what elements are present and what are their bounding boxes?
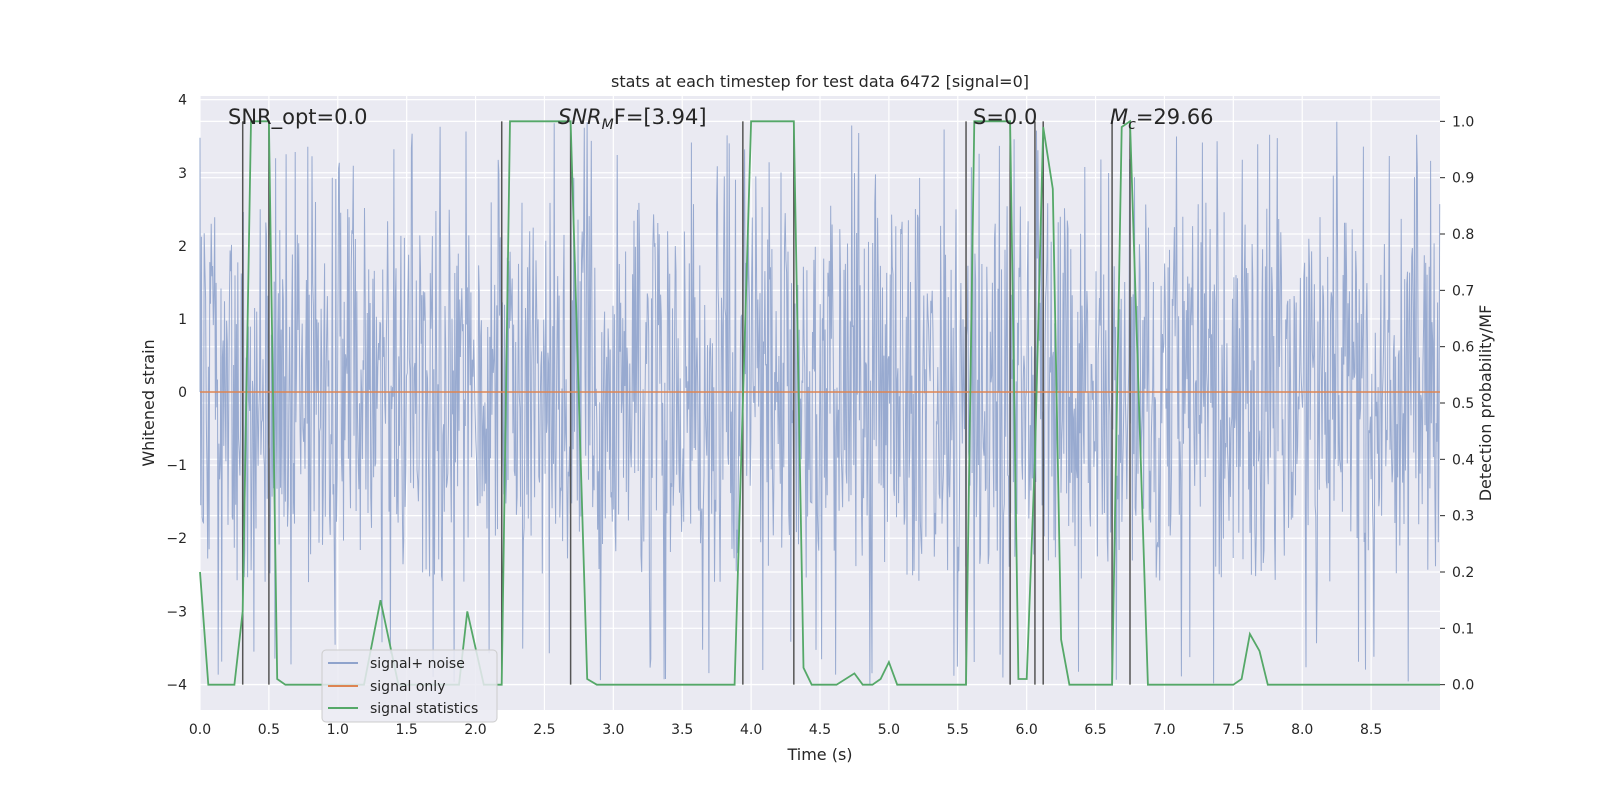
y-axis-left-label: Whitened strain	[139, 339, 158, 466]
legend-label-signal-statistics: signal statistics	[370, 701, 478, 717]
y-right-tick-label-5: 0.5	[1452, 396, 1474, 412]
x-tick-label-3: 1.5	[396, 722, 418, 738]
y-right-tick-label-6: 0.4	[1452, 452, 1474, 468]
y-right-tick-label-10: 0.0	[1452, 678, 1474, 694]
y-left-tick-label-6: −2	[166, 531, 187, 547]
annotation-snr-mf-value: F=[3.94]	[614, 105, 707, 129]
x-tick-label-1: 0.5	[258, 722, 280, 738]
y-axis-right-label: Detection probability/MF	[1476, 305, 1495, 502]
x-tick-label-7: 3.5	[671, 722, 693, 738]
y-left-tick-label-2: 2	[178, 239, 187, 255]
y-right-tick-label-7: 0.3	[1452, 509, 1474, 525]
x-tick-label-10: 5.0	[878, 722, 900, 738]
x-axis-label: Time (s)	[786, 745, 852, 764]
x-tick-label-5: 2.5	[533, 722, 555, 738]
x-tick-label-6: 3.0	[602, 722, 624, 738]
annotation-mc: Mc=29.66	[1110, 105, 1214, 133]
y-right-tick-label-3: 0.7	[1452, 283, 1474, 299]
annotation-s: S=0.0	[973, 105, 1037, 129]
annotation-mc-value: =29.66	[1136, 105, 1214, 129]
legend: signal+ noise signal only signal statist…	[321, 649, 498, 723]
y-axis-left-ticks: 4 3 2 1 0 −1 −2 −3 −4	[166, 93, 187, 694]
x-tick-label-15: 7.5	[1222, 722, 1244, 738]
x-tick-label-16: 8.0	[1291, 722, 1313, 738]
y-left-tick-label-5: −1	[166, 458, 187, 474]
annotation-snr-mf-base: SNR	[558, 105, 602, 129]
x-tick-label-11: 5.5	[947, 722, 969, 738]
y-right-tick-label-0: 1.0	[1452, 114, 1474, 130]
y-left-tick-label-3: 1	[178, 312, 187, 328]
y-left-tick-label-0: 4	[178, 93, 187, 109]
y-right-tick-label-1: 0.9	[1452, 171, 1474, 187]
series-signal-noise	[199, 121, 1441, 685]
annotation-snr-opt: SNR_opt=0.0	[228, 105, 368, 130]
x-tick-label-2: 1.0	[327, 722, 349, 738]
legend-box	[321, 649, 498, 723]
annotation-mc-base: M	[1110, 105, 1128, 129]
x-tick-label-12: 6.0	[1016, 722, 1038, 738]
x-axis-ticks: 0.0 0.5 1.0 1.5 2.0 2.5 3.0 3.5 4.0 4.5 5.0 5.5 6.0 6…	[189, 722, 1382, 738]
x-tick-label-8: 4.0	[740, 722, 762, 738]
y-right-tick-label-2: 0.8	[1452, 227, 1474, 243]
y-axis-right-ticks: 1.0 0.9 0.8 0.7 0.6 0.5 0.4 0.3 0.2 0.1 0.0	[1440, 114, 1474, 694]
y-left-tick-label-1: 3	[178, 166, 187, 182]
x-tick-label-14: 7.0	[1153, 722, 1175, 738]
signal-noise-series	[199, 121, 1441, 685]
y-right-tick-label-4: 0.6	[1452, 340, 1474, 356]
annotation-snr-mf: SNRMF=[3.94]	[558, 105, 707, 133]
x-tick-label-0: 0.0	[189, 722, 211, 738]
y-left-tick-label-7: −3	[166, 604, 187, 620]
legend-label-signal-noise: signal+ noise	[370, 656, 465, 672]
x-tick-label-9: 4.5	[809, 722, 831, 738]
annotation-snr-mf-sub: M	[602, 117, 614, 133]
legend-label-signal-only: signal only	[370, 679, 445, 695]
y-right-tick-label-9: 0.1	[1452, 621, 1474, 637]
y-left-tick-label-8: −4	[166, 677, 187, 693]
x-tick-label-4: 2.0	[464, 722, 486, 738]
annotation-mc-sub: c	[1128, 117, 1136, 133]
y-right-tick-label-8: 0.2	[1452, 565, 1474, 581]
chart-title: stats at each timestep for test data 647…	[611, 72, 1029, 91]
vertical-markers	[241, 121, 1131, 685]
x-tick-label-17: 8.5	[1360, 722, 1382, 738]
y-left-tick-label-4: 0	[178, 385, 187, 401]
x-tick-label-13: 6.5	[1084, 722, 1106, 738]
